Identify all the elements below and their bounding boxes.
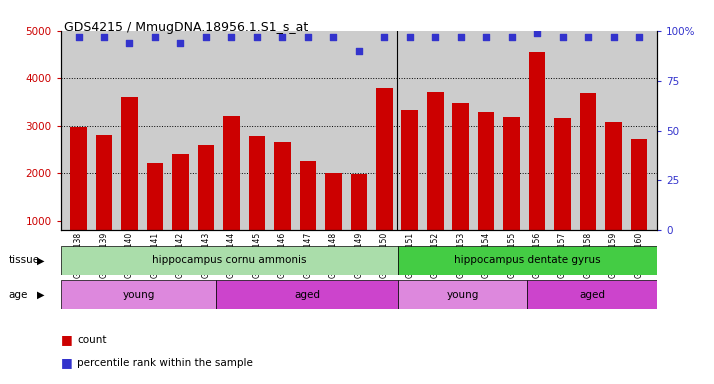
Bar bbox=[172, 154, 188, 268]
Point bbox=[124, 40, 135, 46]
Bar bbox=[630, 139, 648, 268]
Text: age: age bbox=[9, 290, 28, 300]
Point bbox=[175, 40, 186, 46]
Text: aged: aged bbox=[579, 290, 605, 300]
Bar bbox=[274, 142, 291, 268]
Bar bbox=[300, 161, 316, 268]
Text: young: young bbox=[446, 290, 478, 300]
Point bbox=[455, 34, 466, 40]
Bar bbox=[216, 280, 398, 309]
Bar bbox=[376, 88, 393, 268]
Bar bbox=[478, 112, 495, 268]
Bar bbox=[351, 174, 367, 268]
Point bbox=[430, 34, 441, 40]
Text: aged: aged bbox=[294, 290, 320, 300]
Bar bbox=[198, 145, 214, 268]
Bar bbox=[70, 127, 87, 268]
Point bbox=[633, 34, 645, 40]
Point bbox=[353, 48, 364, 54]
Bar bbox=[401, 110, 418, 268]
Text: hippocampus dentate gyrus: hippocampus dentate gyrus bbox=[454, 255, 600, 265]
Bar bbox=[61, 280, 216, 309]
Text: young: young bbox=[122, 290, 155, 300]
Bar bbox=[61, 246, 398, 275]
Bar bbox=[554, 118, 571, 268]
Point bbox=[531, 30, 543, 36]
Bar bbox=[427, 91, 443, 268]
Bar bbox=[146, 163, 164, 268]
Point bbox=[378, 34, 390, 40]
Point bbox=[328, 34, 339, 40]
Bar bbox=[398, 246, 657, 275]
Point bbox=[149, 34, 161, 40]
Text: ▶: ▶ bbox=[37, 290, 45, 300]
Text: tissue: tissue bbox=[9, 255, 40, 265]
Text: GDS4215 / MmugDNA.18956.1.S1_s_at: GDS4215 / MmugDNA.18956.1.S1_s_at bbox=[64, 21, 308, 34]
Point bbox=[404, 34, 416, 40]
Text: ■: ■ bbox=[61, 356, 72, 369]
Bar bbox=[121, 97, 138, 268]
Text: ▶: ▶ bbox=[37, 255, 45, 265]
Bar bbox=[503, 117, 520, 268]
Point bbox=[99, 34, 110, 40]
Bar bbox=[527, 280, 657, 309]
Point bbox=[557, 34, 568, 40]
Point bbox=[608, 34, 619, 40]
Text: count: count bbox=[77, 335, 106, 345]
Point bbox=[73, 34, 84, 40]
Point bbox=[506, 34, 518, 40]
Bar bbox=[248, 136, 265, 268]
Point bbox=[226, 34, 237, 40]
Text: hippocampus cornu ammonis: hippocampus cornu ammonis bbox=[152, 255, 306, 265]
Bar bbox=[398, 280, 527, 309]
Bar bbox=[453, 103, 469, 268]
Text: percentile rank within the sample: percentile rank within the sample bbox=[77, 358, 253, 368]
Bar bbox=[605, 122, 622, 268]
Point bbox=[583, 34, 594, 40]
Bar bbox=[580, 93, 596, 268]
Point bbox=[251, 34, 263, 40]
Point bbox=[276, 34, 288, 40]
Bar bbox=[223, 116, 240, 268]
Text: ■: ■ bbox=[61, 333, 72, 346]
Bar bbox=[529, 51, 545, 268]
Point bbox=[200, 34, 211, 40]
Bar bbox=[325, 173, 341, 268]
Point bbox=[481, 34, 492, 40]
Bar bbox=[96, 135, 112, 268]
Point bbox=[302, 34, 313, 40]
